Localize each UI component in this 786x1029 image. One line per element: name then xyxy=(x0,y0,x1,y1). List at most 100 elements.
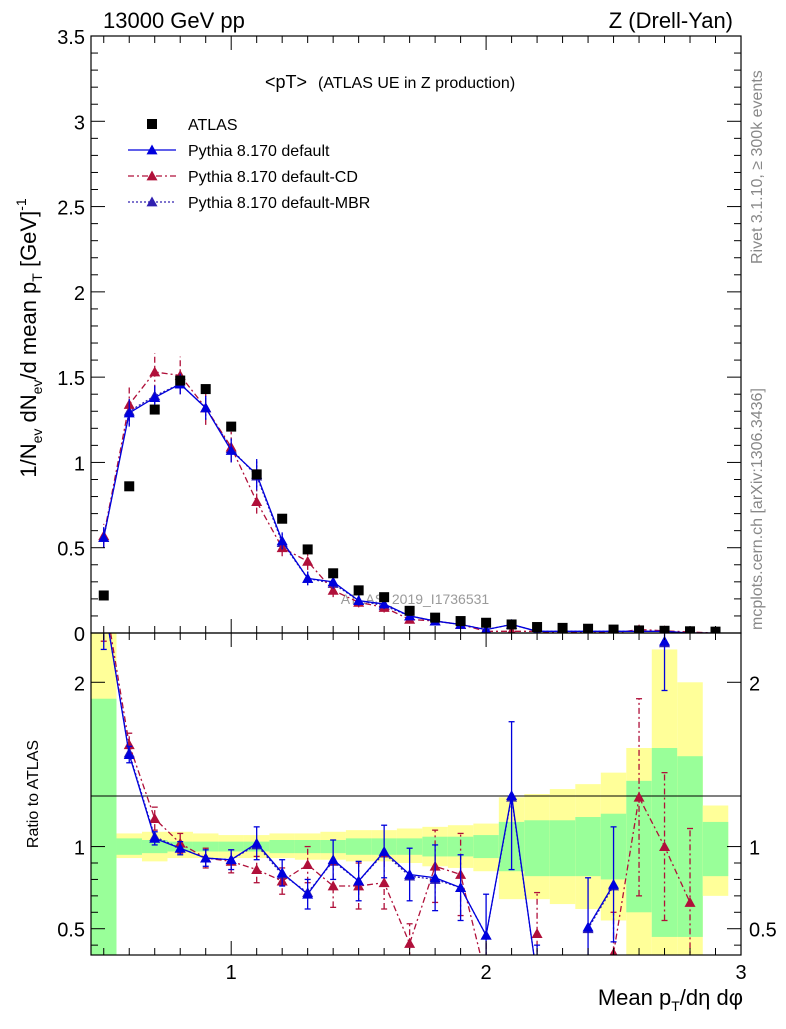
data-point-square xyxy=(226,421,237,432)
ratio-point-triangle xyxy=(532,973,543,983)
side-text-rivet: Rivet 3.1.10, ≥ 300k events xyxy=(749,70,766,264)
data-point-triangle xyxy=(251,496,263,507)
data-point-square xyxy=(430,612,441,623)
data-point-square xyxy=(98,590,109,601)
legend-label: Pythia 8.170 default-CD xyxy=(188,169,358,186)
legend-label: Pythia 8.170 default-MBR xyxy=(188,195,370,212)
band-inner-bin xyxy=(524,820,550,877)
ratio-point-triangle xyxy=(480,929,492,940)
data-point-square xyxy=(328,568,339,579)
data-point-square xyxy=(353,585,364,596)
ratio-point-triangle xyxy=(327,880,339,891)
ratio-point-triangle xyxy=(378,846,390,856)
data-point-triangle xyxy=(327,584,339,595)
ratio-line xyxy=(109,633,482,955)
band-inner-bin xyxy=(116,838,142,855)
plot-title-suffix: (ATLAS UE in Z production) xyxy=(318,75,515,92)
ratio-y-tick-label: 1 xyxy=(74,838,85,860)
legend-marker-square xyxy=(147,119,157,129)
data-point-triangle xyxy=(225,444,237,455)
data-point-triangle xyxy=(353,595,365,605)
band-inner-bin xyxy=(575,817,601,877)
ratio-point-triangle xyxy=(251,864,263,874)
data-point-square xyxy=(277,513,288,524)
x-tick-label: 1 xyxy=(226,962,237,984)
band-inner-bin xyxy=(91,698,117,955)
legend: ATLAS Pythia 8.170 default Pythia 8.170 de… xyxy=(128,117,370,212)
ratio-point-triangle xyxy=(404,938,416,948)
plot-title-main: <pT> xyxy=(265,72,307,92)
ratio-point-triangle xyxy=(608,878,620,889)
ratio-y-tick-label-right: 2 xyxy=(749,673,760,695)
data-point-square xyxy=(251,469,262,480)
ratio-point-triangle xyxy=(149,813,161,824)
ratio-line xyxy=(612,795,691,954)
ratio-point-triangle xyxy=(659,841,671,851)
ratio-point-triangle xyxy=(455,882,467,893)
ratio-plot-marks xyxy=(100,633,696,983)
ratio-point-triangle xyxy=(251,837,263,848)
y-tick-label: 2 xyxy=(74,283,85,305)
y-tick-label: 3.5 xyxy=(57,27,85,49)
data-point-triangle xyxy=(302,572,314,583)
ratio-point-triangle xyxy=(506,790,518,801)
ratio-point-triangle xyxy=(353,875,365,886)
ratio-plot-frame xyxy=(90,632,742,956)
ratio-point-triangle xyxy=(200,852,212,863)
side-text-mcplots: mcplots.cern.ch [arXiv:1306.3436] xyxy=(749,388,766,630)
data-point-square xyxy=(200,384,211,395)
band-inner-bin xyxy=(396,838,423,855)
data-point-square xyxy=(506,619,517,630)
legend-marker-triangle xyxy=(146,196,158,207)
ratio-point-triangle xyxy=(429,872,441,883)
header-left: 13000 GeV pp xyxy=(103,8,245,33)
data-point-square xyxy=(404,605,415,616)
data-point-square xyxy=(149,404,160,415)
band-inner-bin xyxy=(702,821,729,877)
x-tick-label: 2 xyxy=(481,962,492,984)
band-inner-bin xyxy=(447,836,474,857)
ratio-point-triangle xyxy=(327,854,339,865)
ratio-point-triangle xyxy=(659,635,671,646)
legend-marker-triangle xyxy=(146,144,158,155)
data-point-triangle xyxy=(123,407,135,418)
ratio-y-tick-label-right: 1 xyxy=(749,838,760,860)
legend-marker-triangle xyxy=(146,170,158,181)
data-point-triangle xyxy=(149,392,161,403)
y-tick-label: 2.5 xyxy=(57,198,85,220)
data-point-square xyxy=(302,544,313,555)
band-inner-bin xyxy=(345,838,372,855)
y-tick-label: 3 xyxy=(74,112,85,134)
x-axis-label: Mean pT/dη dφ xyxy=(598,985,743,1014)
band-inner-bin xyxy=(141,840,168,854)
ratio-bands xyxy=(91,633,729,955)
ratio-y-tick-label-right: 0.5 xyxy=(749,920,777,942)
data-point-triangle xyxy=(149,366,161,377)
ratio-point-triangle xyxy=(174,842,186,853)
x-tick-label: 3 xyxy=(735,962,746,984)
ratio-point-triangle xyxy=(684,896,696,907)
plot-title: <pT> (ATLAS UE in Z production) xyxy=(265,72,515,92)
data-point-square xyxy=(124,481,135,492)
ratio-point-triangle xyxy=(582,921,594,932)
ratio-y-tick-label: 2 xyxy=(74,673,85,695)
ratio-line xyxy=(587,884,615,928)
data-point-square xyxy=(379,592,390,603)
y-axis-label-ratio: Ratio to ATLAS xyxy=(25,740,42,848)
y-tick-label: 1.5 xyxy=(57,368,85,390)
data-point-triangle xyxy=(378,598,390,609)
data-point-square xyxy=(175,375,186,386)
band-inner-bin xyxy=(269,840,295,854)
ratio-y-tick-label: 0.5 xyxy=(57,920,85,942)
band-inner-bin xyxy=(218,841,244,852)
ratio-point-triangle xyxy=(276,867,288,878)
axis-ticks: 00.511.522.533.51 2 30.5 0.51 12 2 xyxy=(57,27,777,984)
data-point-triangle xyxy=(302,555,314,566)
y-tick-label: 0.5 xyxy=(57,539,85,561)
ratio-point-triangle xyxy=(532,973,543,983)
data-point-triangle xyxy=(276,535,288,546)
ratio-point-triangle xyxy=(302,888,314,899)
ratio-point-triangle xyxy=(404,869,416,879)
y-tick-label: 1 xyxy=(74,453,85,475)
